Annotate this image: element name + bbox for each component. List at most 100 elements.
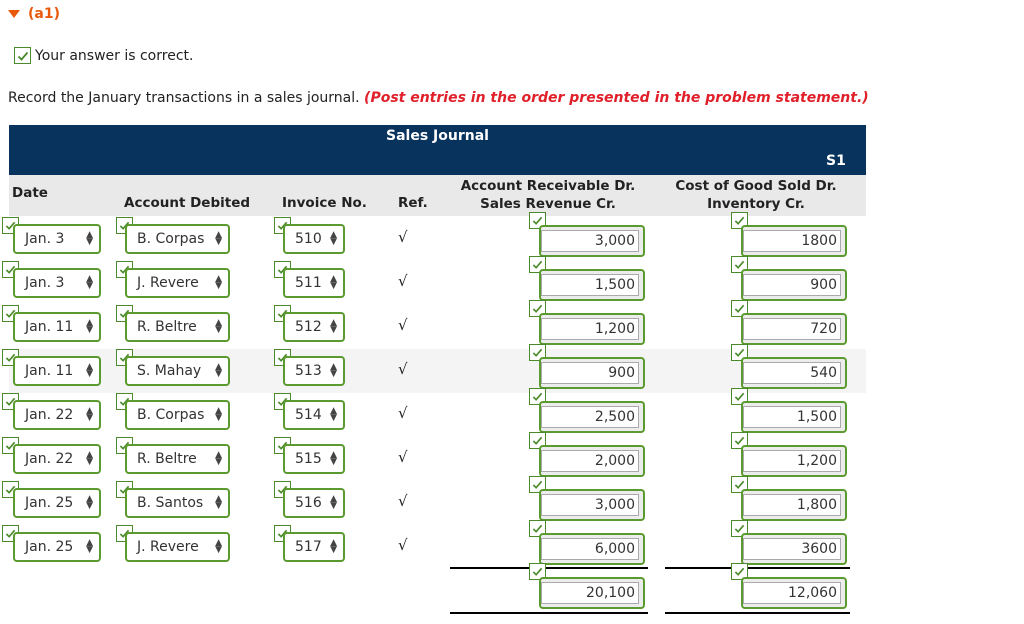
- journal-header-band: [9, 125, 866, 175]
- stepper-arrows-icon: ▲ ▼: [86, 230, 93, 247]
- account-value: B. Santos: [137, 495, 204, 511]
- ref-mark: √: [398, 360, 408, 378]
- date-select[interactable]: Jan. 3 ▲ ▼: [13, 268, 101, 298]
- date-select[interactable]: Jan. 11 ▲ ▼: [13, 312, 101, 342]
- ar-amount-field[interactable]: 900: [539, 357, 645, 389]
- account-select[interactable]: J. Revere ▲ ▼: [125, 532, 230, 562]
- stepper-arrows-icon: ▲ ▼: [215, 494, 222, 511]
- ar-amount-field[interactable]: 2,000: [539, 445, 645, 477]
- account-select[interactable]: R. Beltre ▲ ▼: [125, 444, 230, 474]
- cogs-check-icon: [731, 520, 748, 537]
- ar-amount-field[interactable]: 3,000: [539, 225, 645, 257]
- total-rule-cogs: [665, 567, 850, 569]
- instruction-note: (Post entries in the order presented in …: [364, 90, 869, 106]
- ref-mark: √: [398, 536, 408, 554]
- cogs-amount-field[interactable]: 1,500: [741, 401, 847, 433]
- stepper-arrows-icon: ▲ ▼: [86, 450, 93, 467]
- total-cogs-field[interactable]: 12,060: [741, 577, 847, 609]
- cogs-amount-field[interactable]: 1,200: [741, 445, 847, 477]
- invoice-select[interactable]: 514 ▲ ▼: [283, 400, 345, 430]
- invoice-value: 517: [295, 539, 322, 555]
- invoice-select[interactable]: 517 ▲ ▼: [283, 532, 345, 562]
- stepper-arrows-icon: ▲ ▼: [215, 450, 222, 467]
- ar-amount-field[interactable]: 1,500: [539, 269, 645, 301]
- cogs-check-icon: [731, 212, 748, 229]
- date-value: Jan. 25: [25, 539, 74, 555]
- account-select[interactable]: B. Corpas ▲ ▼: [125, 400, 230, 430]
- account-select[interactable]: B. Santos ▲ ▼: [125, 488, 230, 518]
- account-value: B. Corpas: [137, 407, 205, 423]
- date-select[interactable]: Jan. 11 ▲ ▼: [13, 356, 101, 386]
- account-select[interactable]: S. Mahay ▲ ▼: [125, 356, 230, 386]
- stepper-arrows-icon: ▲ ▼: [86, 274, 93, 291]
- invoice-value: 515: [295, 451, 322, 467]
- date-value: Jan. 3: [25, 275, 65, 291]
- invoice-value: 511: [295, 275, 322, 291]
- total-ar-check-icon: [529, 563, 546, 580]
- invoice-select[interactable]: 513 ▲ ▼: [283, 356, 345, 386]
- ar-amount-field[interactable]: 2,500: [539, 401, 645, 433]
- invoice-select[interactable]: 511 ▲ ▼: [283, 268, 345, 298]
- ar-amount-field[interactable]: 6,000: [539, 533, 645, 565]
- double-rule-cogs: [665, 612, 850, 614]
- account-value: R. Beltre: [137, 319, 197, 335]
- ar-check-icon: [529, 212, 546, 229]
- stepper-arrows-icon: ▲ ▼: [86, 318, 93, 335]
- account-select[interactable]: B. Corpas ▲ ▼: [125, 224, 230, 254]
- date-value: Jan. 11: [25, 319, 74, 335]
- date-select[interactable]: Jan. 3 ▲ ▼: [13, 224, 101, 254]
- correct-status: Your answer is correct.: [14, 47, 193, 64]
- section-toggle-a1[interactable]: (a1): [8, 6, 60, 22]
- stepper-arrows-icon: ▲ ▼: [215, 318, 222, 335]
- stepper-arrows-icon: ▲ ▼: [86, 362, 93, 379]
- invoice-select[interactable]: 516 ▲ ▼: [283, 488, 345, 518]
- invoice-select[interactable]: 512 ▲ ▼: [283, 312, 345, 342]
- account-value: S. Mahay: [137, 363, 202, 379]
- caret-down-icon: [8, 10, 20, 18]
- cogs-amount-field[interactable]: 1,800: [741, 489, 847, 521]
- date-select[interactable]: Jan. 22 ▲ ▼: [13, 444, 101, 474]
- cogs-check-icon: [731, 476, 748, 493]
- check-icon: [14, 47, 31, 64]
- header-invoice-no: Invoice No.: [282, 195, 367, 211]
- ar-amount-field[interactable]: 1,200: [539, 313, 645, 345]
- account-value: J. Revere: [137, 275, 199, 291]
- date-select[interactable]: Jan. 25 ▲ ▼: [13, 532, 101, 562]
- header-ar-line1: Account Receivable Dr.: [460, 178, 636, 194]
- stepper-arrows-icon: ▲ ▼: [330, 362, 337, 379]
- header-ar: Account Receivable Dr. Sales Revenue Cr.: [448, 177, 648, 213]
- stepper-arrows-icon: ▲ ▼: [330, 450, 337, 467]
- date-select[interactable]: Jan. 25 ▲ ▼: [13, 488, 101, 518]
- ar-amount-field[interactable]: 3,000: [539, 489, 645, 521]
- stepper-arrows-icon: ▲ ▼: [330, 318, 337, 335]
- cogs-amount-field[interactable]: 540: [741, 357, 847, 389]
- instruction-text: Record the January transactions in a sal…: [8, 90, 365, 106]
- cogs-check-icon: [731, 432, 748, 449]
- invoice-select[interactable]: 515 ▲ ▼: [283, 444, 345, 474]
- ar-check-icon: [529, 256, 546, 273]
- invoice-value: 514: [295, 407, 322, 423]
- account-value: R. Beltre: [137, 451, 197, 467]
- total-ar-field[interactable]: 20,100: [539, 577, 645, 609]
- ar-check-icon: [529, 432, 546, 449]
- cogs-amount-field[interactable]: 900: [741, 269, 847, 301]
- invoice-select[interactable]: 510 ▲ ▼: [283, 224, 345, 254]
- account-select[interactable]: J. Revere ▲ ▼: [125, 268, 230, 298]
- stepper-arrows-icon: ▲ ▼: [215, 538, 222, 555]
- cogs-amount-field[interactable]: 720: [741, 313, 847, 345]
- account-select[interactable]: R. Beltre ▲ ▼: [125, 312, 230, 342]
- section-label: (a1): [28, 6, 60, 22]
- cogs-check-icon: [731, 300, 748, 317]
- invoice-value: 516: [295, 495, 322, 511]
- cogs-amount-field[interactable]: 3600: [741, 533, 847, 565]
- cogs-amount-field[interactable]: 1800: [741, 225, 847, 257]
- instruction: Record the January transactions in a sal…: [8, 90, 869, 106]
- stepper-arrows-icon: ▲ ▼: [86, 406, 93, 423]
- date-select[interactable]: Jan. 22 ▲ ▼: [13, 400, 101, 430]
- cogs-check-icon: [731, 256, 748, 273]
- date-value: Jan. 3: [25, 231, 65, 247]
- stepper-arrows-icon: ▲ ▼: [330, 494, 337, 511]
- account-value: B. Corpas: [137, 231, 205, 247]
- account-value: J. Revere: [137, 539, 199, 555]
- invoice-value: 512: [295, 319, 322, 335]
